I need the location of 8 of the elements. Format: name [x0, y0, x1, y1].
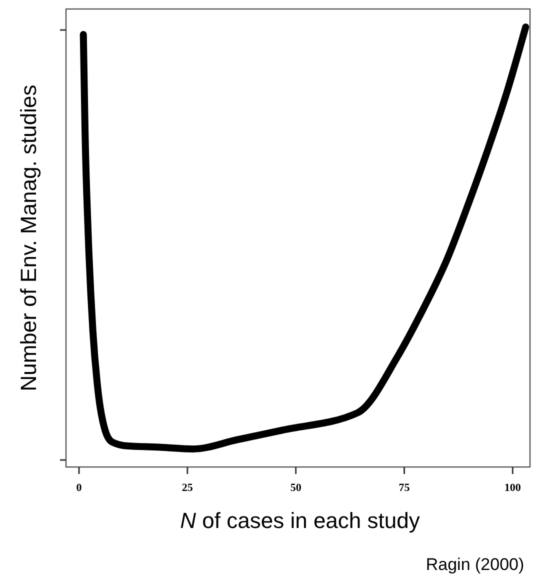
x-tick-label: 75: [398, 482, 410, 494]
x-tick-label: 50: [290, 482, 302, 494]
x-axis-title: N of cases in each study: [180, 508, 420, 533]
x-tick-label: 0: [76, 482, 82, 494]
text: Ragin (2000): [426, 555, 524, 574]
x-tick-label: 100: [504, 482, 522, 494]
x-tick-label: 25: [182, 482, 194, 494]
y-axis-title: Number of Env. Manag. studies: [16, 84, 41, 392]
